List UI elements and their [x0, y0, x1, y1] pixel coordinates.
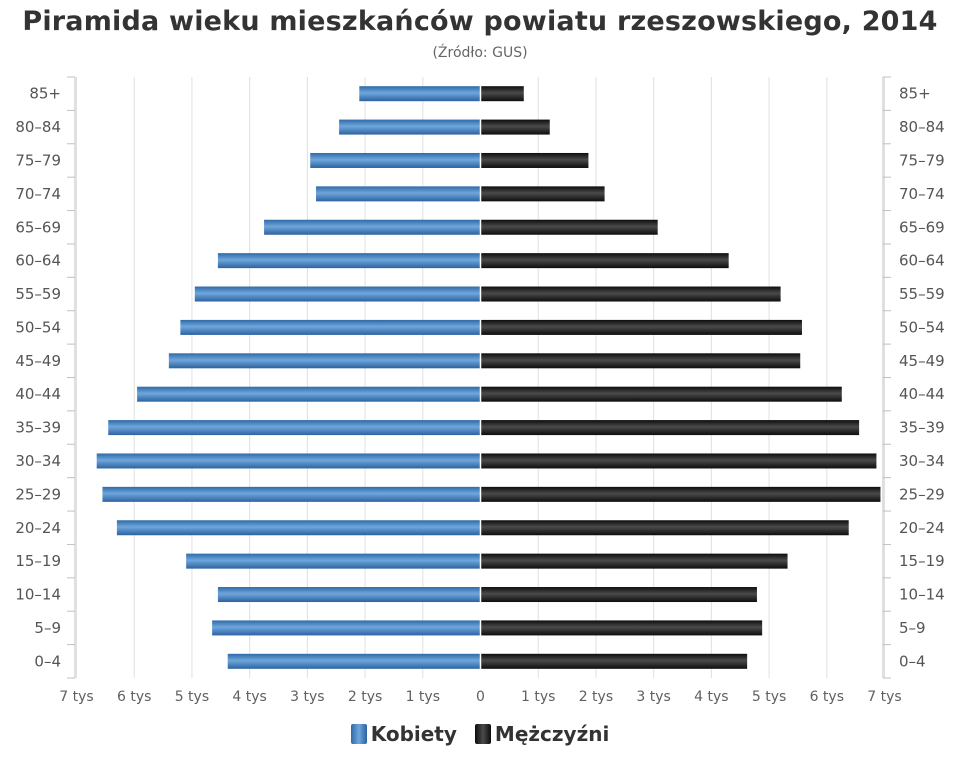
- category-label-left: 20–24: [15, 519, 61, 537]
- bar-mezczyzni[interactable]: [480, 420, 860, 436]
- category-label-left: 70–74: [15, 185, 61, 203]
- bar-kobiety[interactable]: [180, 319, 481, 335]
- category-label-left: 30–34: [15, 452, 61, 470]
- category-label-right: 50–54: [899, 318, 945, 336]
- category-label-left: 55–59: [15, 285, 61, 303]
- legend-swatch-mezczyzni: [474, 724, 491, 744]
- bar-mezczyzni[interactable]: [480, 453, 877, 469]
- bar-kobiety[interactable]: [194, 286, 481, 302]
- x-tick-label: 7 tys: [59, 689, 93, 705]
- x-tick-label: 2 tys: [348, 689, 382, 705]
- bar-kobiety[interactable]: [217, 253, 481, 269]
- bar-kobiety[interactable]: [217, 587, 481, 603]
- x-tick-label: 4 tys: [232, 689, 266, 705]
- chart-subtitle: (Źródło: GUS): [432, 45, 528, 61]
- bar-kobiety[interactable]: [310, 152, 481, 168]
- x-tick-label: 2 tys: [579, 689, 613, 705]
- bar-kobiety[interactable]: [108, 420, 481, 436]
- x-tick-label: 3 tys: [636, 689, 670, 705]
- x-tick-label: 3 tys: [290, 689, 324, 705]
- bar-kobiety[interactable]: [96, 453, 481, 469]
- category-label-right: 60–64: [899, 252, 945, 270]
- x-tick-label: 6 tys: [810, 689, 844, 705]
- category-label-left: 40–44: [15, 385, 61, 403]
- category-label-right: 85+: [899, 85, 931, 103]
- category-label-left: 80–84: [15, 118, 61, 136]
- bar-mezczyzni[interactable]: [480, 319, 802, 335]
- category-label-right: 40–44: [899, 385, 945, 403]
- category-label-right: 5–9: [899, 619, 926, 637]
- chart-legend: Kobiety Mężczyźni: [0, 722, 960, 746]
- category-label-right: 0–4: [899, 652, 926, 670]
- bar-kobiety[interactable]: [137, 386, 481, 402]
- bar-kobiety[interactable]: [339, 119, 481, 135]
- bar-mezczyzni[interactable]: [480, 353, 801, 369]
- category-label-right: 10–14: [899, 586, 945, 604]
- x-tick-label: 5 tys: [175, 689, 209, 705]
- x-tick-label: 1 tys: [406, 689, 440, 705]
- category-label-right: 65–69: [899, 218, 945, 236]
- category-label-left: 10–14: [15, 586, 61, 604]
- category-label-left: 50–54: [15, 318, 61, 336]
- bar-kobiety[interactable]: [316, 186, 481, 202]
- bar-kobiety[interactable]: [186, 553, 481, 569]
- bar-mezczyzni[interactable]: [480, 386, 842, 402]
- legend-label-mezczyzni: Mężczyźni: [494, 722, 610, 746]
- bar-kobiety[interactable]: [168, 353, 481, 369]
- category-label-left: 85+: [29, 85, 61, 103]
- category-label-right: 25–29: [899, 485, 945, 503]
- category-label-right: 55–59: [899, 285, 945, 303]
- bar-mezczyzni[interactable]: [480, 520, 849, 536]
- bar-mezczyzni[interactable]: [480, 587, 757, 603]
- category-label-left: 35–39: [15, 419, 61, 437]
- category-label-left: 65–69: [15, 218, 61, 236]
- legend-item-mezczyzni[interactable]: Mężczyźni: [474, 722, 610, 746]
- category-label-left: 0–4: [34, 652, 61, 670]
- bar-mezczyzni[interactable]: [480, 620, 763, 636]
- bar-mezczyzni[interactable]: [480, 286, 781, 302]
- category-label-right: 70–74: [899, 185, 945, 203]
- bar-mezczyzni[interactable]: [480, 486, 881, 502]
- category-label-left: 75–79: [15, 151, 61, 169]
- bar-kobiety[interactable]: [212, 620, 481, 636]
- category-label-right: 30–34: [899, 452, 945, 470]
- bar-kobiety[interactable]: [359, 86, 481, 102]
- category-label-right: 80–84: [899, 118, 945, 136]
- category-label-right: 20–24: [899, 519, 945, 537]
- x-tick-label: 7 tys: [867, 689, 901, 705]
- legend-item-kobiety[interactable]: Kobiety: [350, 722, 457, 746]
- bar-mezczyzni[interactable]: [480, 119, 550, 135]
- bar-mezczyzni[interactable]: [480, 219, 658, 235]
- bar-mezczyzni[interactable]: [480, 653, 748, 669]
- bar-kobiety[interactable]: [264, 219, 481, 235]
- x-tick-label: 6 tys: [117, 689, 151, 705]
- bar-kobiety[interactable]: [227, 653, 481, 669]
- x-tick-label: 4 tys: [694, 689, 728, 705]
- category-label-left: 25–29: [15, 485, 61, 503]
- x-tick-label: 0: [476, 689, 485, 705]
- category-label-right: 45–49: [899, 352, 945, 370]
- bar-kobiety[interactable]: [116, 520, 481, 536]
- category-label-left: 60–64: [15, 252, 61, 270]
- category-label-right: 75–79: [899, 151, 945, 169]
- legend-label-kobiety: Kobiety: [370, 722, 457, 746]
- bar-mezczyzni[interactable]: [480, 86, 524, 102]
- legend-swatch-kobiety: [350, 724, 367, 744]
- category-label-left: 45–49: [15, 352, 61, 370]
- x-tick-label: 5 tys: [752, 689, 786, 705]
- category-label-right: 15–19: [899, 552, 945, 570]
- chart-title: Piramida wieku mieszkańców powiatu rzesz…: [22, 6, 938, 37]
- bar-mezczyzni[interactable]: [480, 152, 589, 168]
- category-label-left: 15–19: [15, 552, 61, 570]
- x-tick-label: 1 tys: [521, 689, 555, 705]
- bar-mezczyzni[interactable]: [480, 553, 788, 569]
- bar-mezczyzni[interactable]: [480, 186, 605, 202]
- bar-mezczyzni[interactable]: [480, 253, 729, 269]
- category-label-left: 5–9: [34, 619, 61, 637]
- bar-kobiety[interactable]: [102, 486, 481, 502]
- category-label-right: 35–39: [899, 419, 945, 437]
